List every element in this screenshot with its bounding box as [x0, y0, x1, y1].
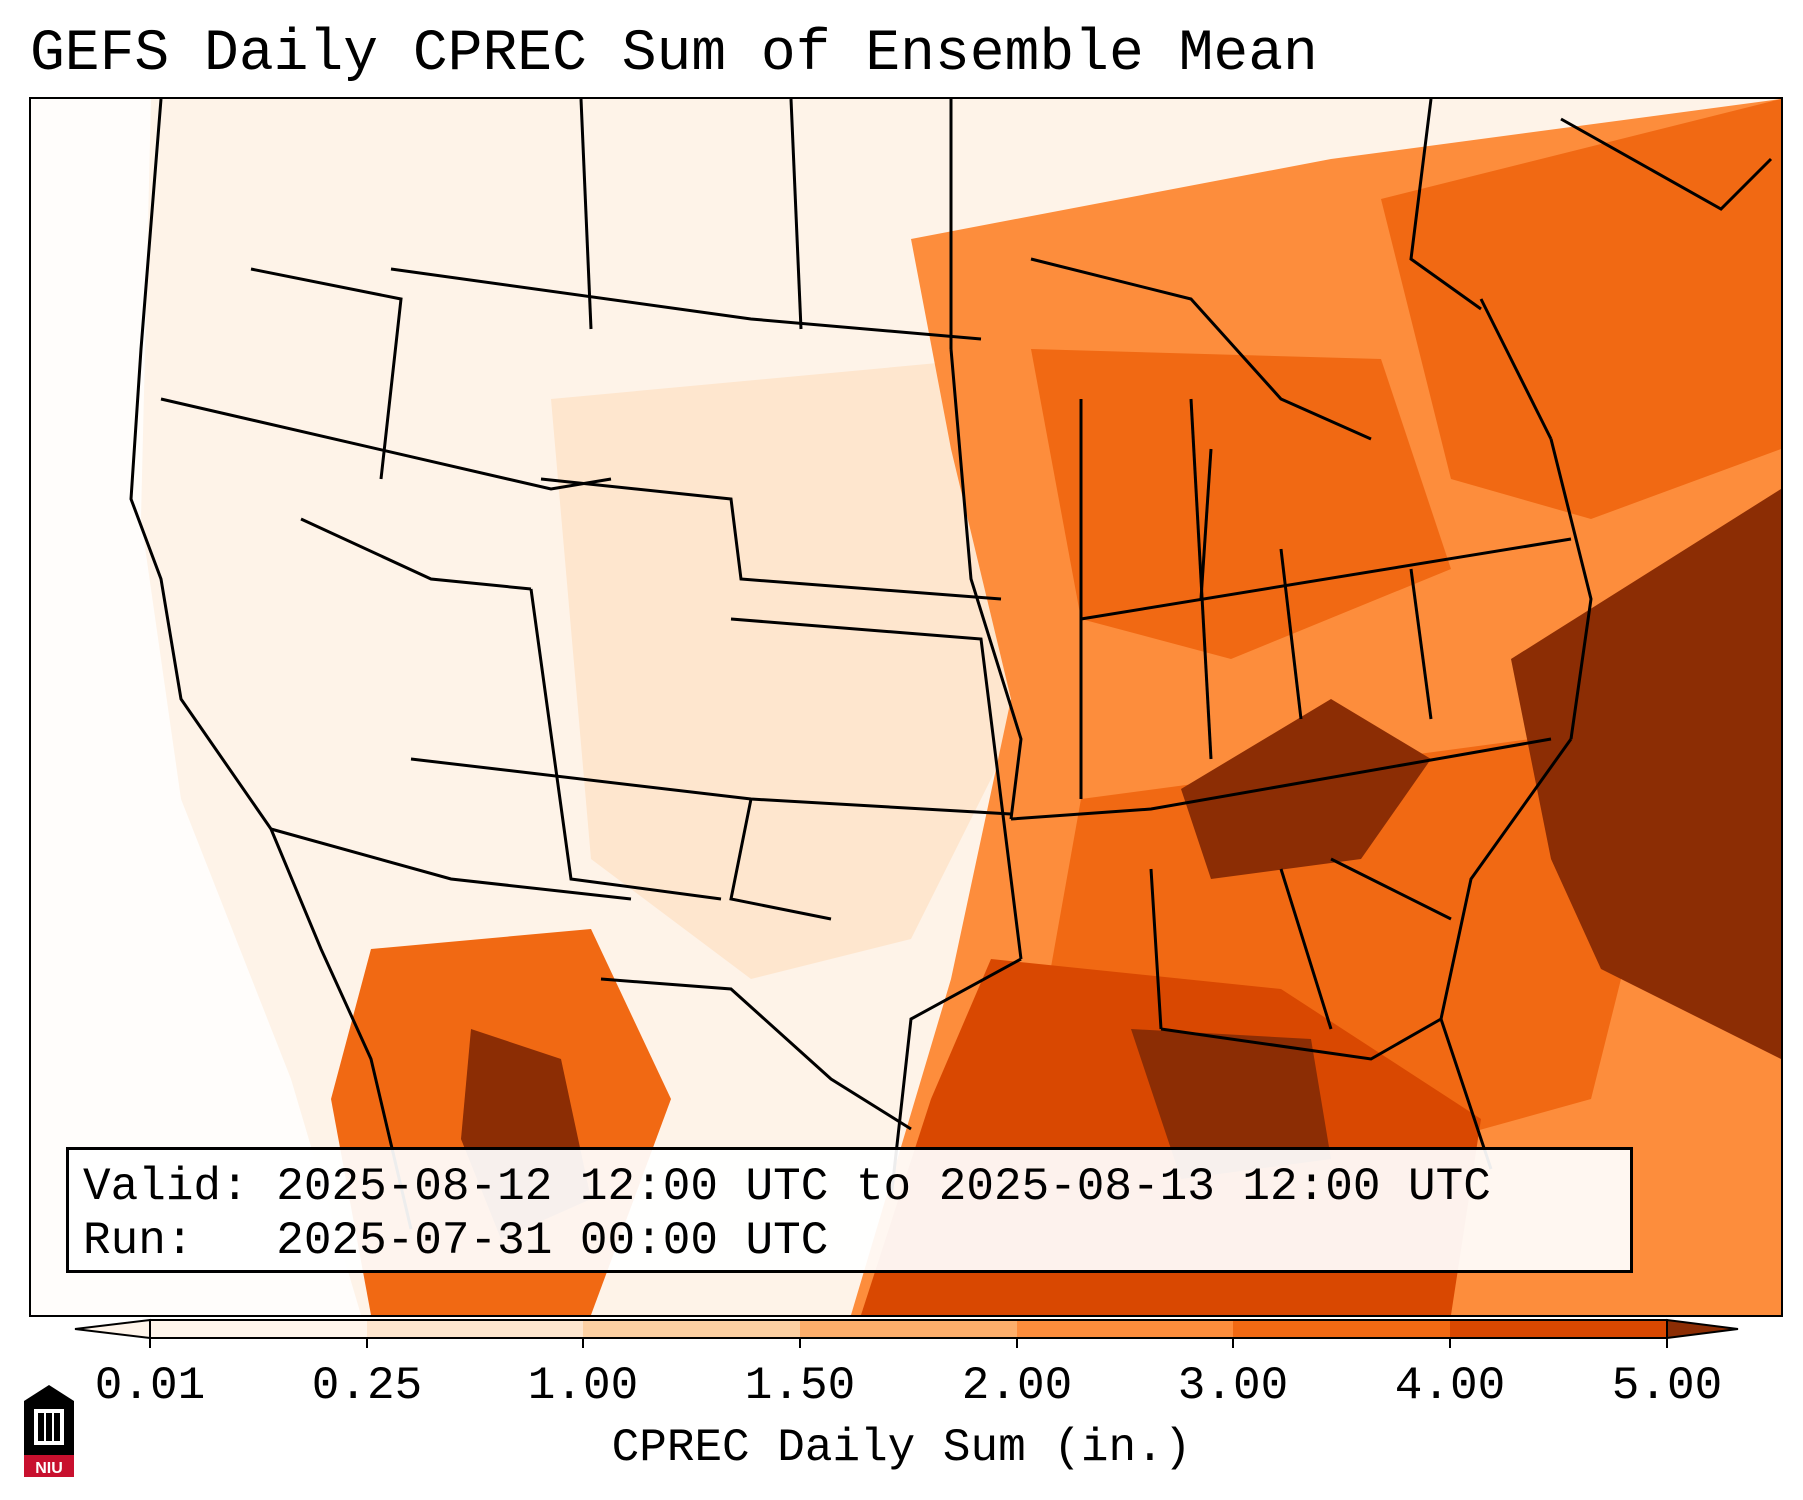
colorbar-segment: [800, 1320, 1017, 1338]
colorbar-tick-label: 5.00: [1611, 1360, 1723, 1412]
colorbar-segment: [1233, 1320, 1450, 1338]
colorbar-extend-high: [1666, 1318, 1739, 1340]
colorbar-segment: [1450, 1320, 1667, 1338]
run-label: Run:: [83, 1215, 194, 1267]
colorbar-extend-low: [74, 1318, 151, 1340]
colorbar-tick-label: 1.50: [744, 1360, 856, 1412]
colorbar-segment: [1017, 1320, 1233, 1338]
map-title: GEFS Daily CPREC Sum of Ensemble Mean: [30, 22, 1318, 87]
colorbar: [74, 1318, 1739, 1348]
colorbar-label: CPREC Daily Sum (in.): [611, 1422, 1192, 1474]
niu-logo-icon: NIU: [24, 1385, 74, 1477]
colorbar-segment: [583, 1320, 800, 1338]
colorbar-tick-label: 1.00: [527, 1360, 639, 1412]
precipitation-map: [31, 99, 1781, 1315]
colorbar-segment: [367, 1320, 583, 1338]
colorbar-tick-label: 0.01: [94, 1360, 206, 1412]
colorbar-border: [149, 1319, 1668, 1339]
plains-precip: [551, 359, 1021, 979]
atlantic-heavy: [1511, 489, 1781, 1059]
tennessee-valley-heavy: [1181, 699, 1431, 879]
colorbar-tick-label: 4.00: [1394, 1360, 1506, 1412]
colorbar-segment: [150, 1320, 367, 1338]
valid-value: 2025-08-12 12:00 UTC to 2025-08-13 12:00…: [276, 1161, 1491, 1213]
colorbar-tick-label: 3.00: [1177, 1360, 1289, 1412]
valid-label: Valid:: [83, 1161, 249, 1213]
run-value: 2025-07-31 00:00 UTC: [276, 1215, 829, 1267]
logo-text: NIU: [35, 1460, 63, 1477]
colorbar-tick-label: 2.00: [961, 1360, 1073, 1412]
northeast-precip: [1381, 99, 1781, 519]
border-lines: [129, 99, 1773, 1230]
pacific-region: [31, 99, 361, 1315]
valid-run-info-box: Valid: 2025-08-12 12:00 UTC to 2025-08-1…: [66, 1147, 1633, 1273]
map-panel: [29, 97, 1783, 1317]
gulf-core-heavy: [1131, 1029, 1331, 1179]
colorbar-tick-label: 0.25: [311, 1360, 423, 1412]
